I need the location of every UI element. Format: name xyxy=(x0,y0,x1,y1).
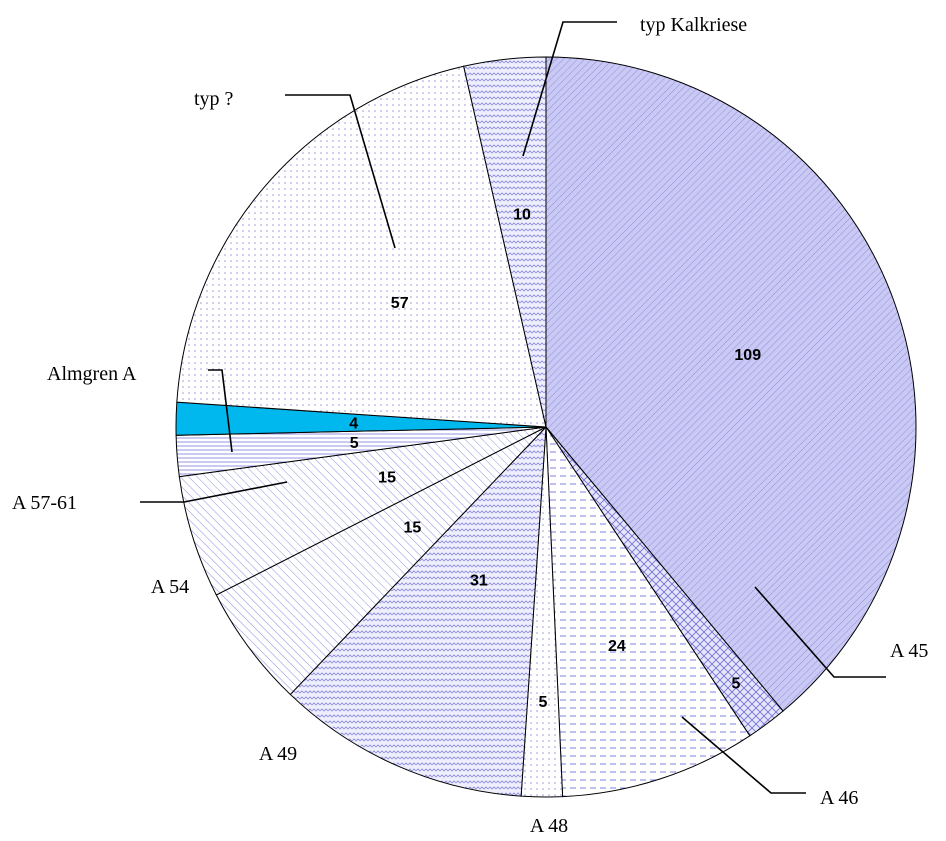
leader-a46 xyxy=(681,716,806,794)
slice-value-label: 15 xyxy=(378,470,396,487)
slice-value-label: 10 xyxy=(513,207,531,224)
slice-value-label: 31 xyxy=(470,572,488,589)
slice-category-label-a-45: A 45 xyxy=(890,640,928,662)
pie-slice-a-48 xyxy=(545,425,751,798)
slice-value-label: 57 xyxy=(391,295,409,312)
slice-value-label: 15 xyxy=(404,519,422,536)
leader-almgren-a xyxy=(208,369,233,453)
slice-category-label-a-49: A 49 xyxy=(259,743,297,765)
pie-slice-a-45 xyxy=(545,56,917,712)
slice-value-label: 24 xyxy=(608,638,626,655)
slice-category-label-a-57-61: A 57-61 xyxy=(12,492,77,514)
slice-category-label-a-46: A 46 xyxy=(820,787,858,809)
leader-typ-unknown xyxy=(285,94,396,249)
slice-category-label-almgren-a: Almgren A xyxy=(47,363,137,385)
slice-value-label: 5 xyxy=(538,694,547,711)
slice-category-label-a-48: A 48 xyxy=(530,815,568,837)
slice-value-label: 109 xyxy=(734,347,761,364)
pie-slice-typ- xyxy=(176,65,547,428)
leader-typ-kalkriese xyxy=(522,21,617,157)
slice-value-label: 5 xyxy=(731,675,740,692)
slice-category-label-a-54: A 54 xyxy=(151,576,189,598)
slice-value-label: 4 xyxy=(349,416,358,433)
slice-category-label-typ-kalkriese: typ Kalkriese xyxy=(640,14,747,36)
pie-slice-a-49 xyxy=(289,425,547,797)
leader-a57-61 xyxy=(140,481,288,503)
slice-category-label-typ-: typ ? xyxy=(194,88,234,110)
leader-a45 xyxy=(754,586,886,678)
slice-value-label: 5 xyxy=(350,435,359,452)
